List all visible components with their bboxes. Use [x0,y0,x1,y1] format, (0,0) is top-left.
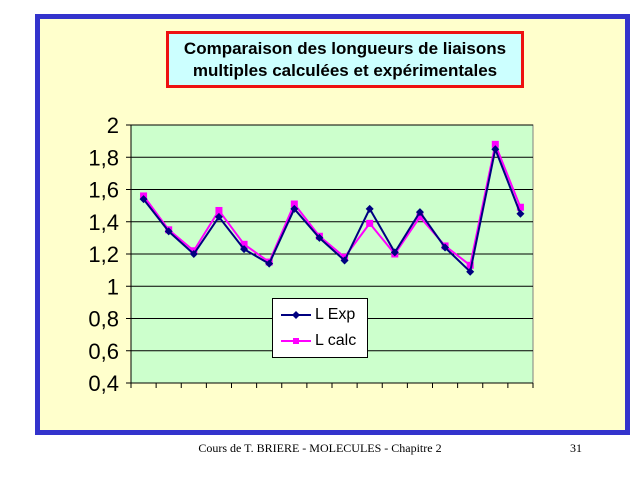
footer-text: Cours de T. BRIERE - MOLECULES - Chapitr… [198,441,442,455]
y-tick-label: 0,6 [88,339,119,364]
chart-marks [139,140,525,276]
chart-title: Comparaison des longueurs de liaisons mu… [166,31,524,88]
y-tick-label: 1,2 [88,242,119,267]
legend-swatch-calc [281,338,311,344]
legend-label-calc: L calc [315,332,357,349]
chart-legend: L Exp L calc [272,298,368,358]
data-point-exp [290,204,299,213]
data-point-exp [516,209,525,218]
data-point-exp [214,212,223,221]
data-point-exp [466,267,475,276]
legend-item-exp: L Exp [279,305,365,325]
data-point-exp [240,245,249,254]
page-number: 31 [570,441,582,455]
data-point-calc [466,261,474,269]
data-point-exp [340,256,349,265]
series-line-exp [142,145,522,274]
chart-title-line-1: Comparaison des longueurs de liaisons [183,39,507,58]
y-tick-label: 2 [107,113,119,138]
data-point-exp [441,243,450,252]
legend-label-exp: L Exp [315,306,356,323]
data-point-exp [365,204,374,213]
data-point-calc [366,219,374,227]
legend-item-calc: L calc [279,331,365,351]
y-tick-label: 1,4 [88,210,119,235]
data-point-calc [215,206,223,214]
chart-title-line-2: multiples calculées et expérimentales [192,61,498,80]
y-tick-label: 0,4 [88,371,119,396]
data-point-calc [240,240,248,248]
data-point-exp [164,227,173,236]
data-point-exp [415,208,424,217]
data-point-calc [416,213,424,221]
data-point-exp [390,248,399,257]
data-point-exp [139,195,148,204]
y-tick-label: 1,6 [88,178,119,203]
series-line-calc [142,140,522,268]
data-point-calc [516,203,524,211]
data-point-calc [491,140,499,148]
data-point-exp [189,250,198,258]
data-point-calc [290,200,298,208]
y-tick-label: 0,8 [88,307,119,332]
legend-swatch-exp [281,311,311,319]
data-point-exp [491,145,500,154]
y-tick-label: 1,8 [88,145,119,170]
data-point-exp [315,233,324,242]
y-tick-label: 1 [107,274,119,299]
data-point-exp [265,259,274,268]
